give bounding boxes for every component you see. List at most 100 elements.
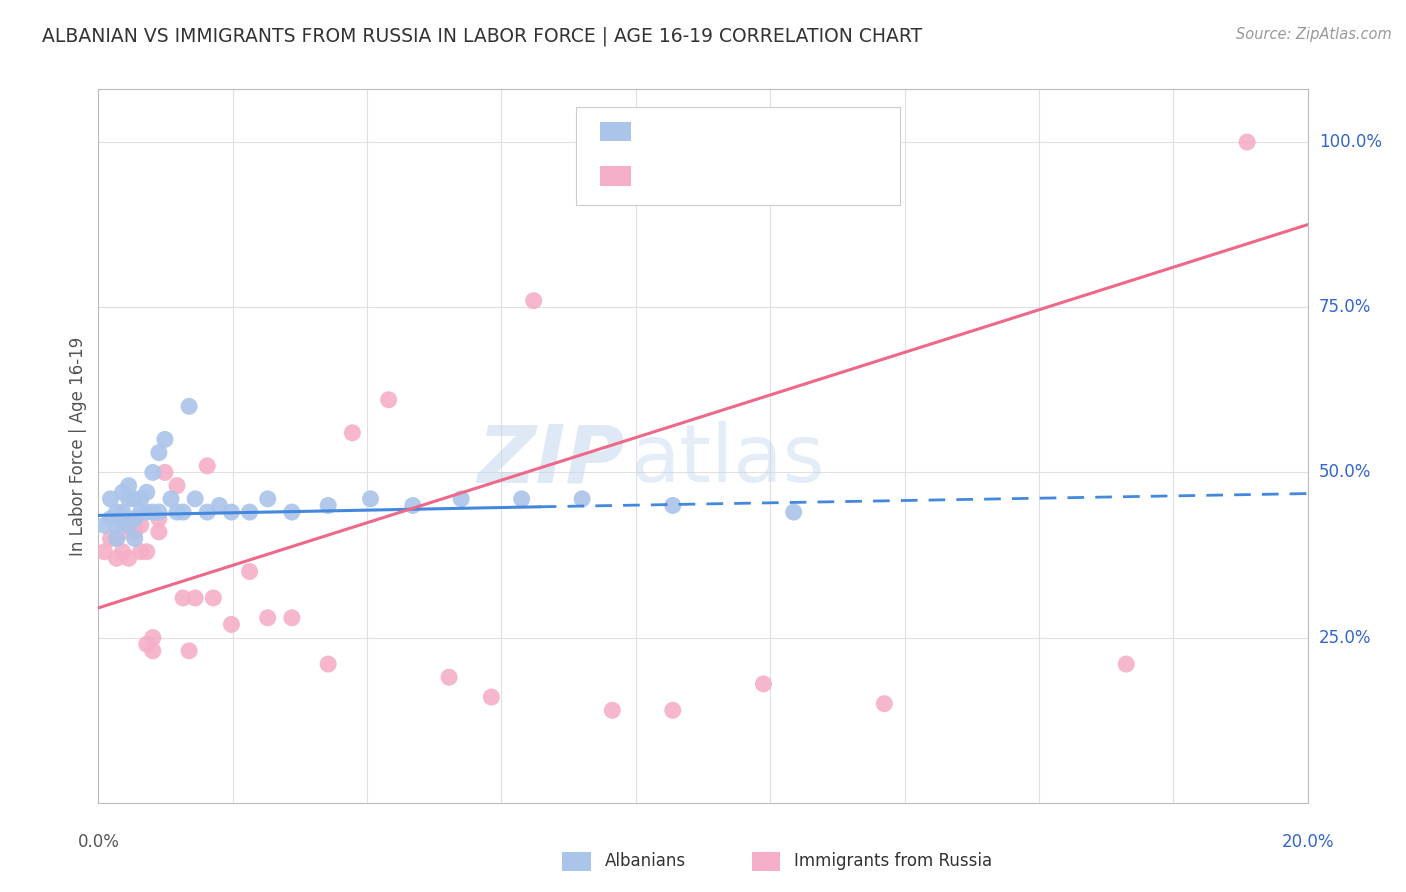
Point — [111, 485, 134, 500]
Text: N = 43: N = 43 — [772, 122, 839, 141]
Point — [177, 400, 201, 414]
Point — [142, 466, 165, 480]
Point — [153, 433, 176, 447]
Point — [752, 677, 775, 691]
Text: ALBANIAN VS IMMIGRANTS FROM RUSSIA IN LABOR FORCE | AGE 16-19 CORRELATION CHART: ALBANIAN VS IMMIGRANTS FROM RUSSIA IN LA… — [42, 27, 922, 46]
Point — [177, 644, 201, 658]
Point — [105, 518, 128, 533]
Point — [124, 518, 146, 533]
Point — [148, 524, 170, 539]
Point — [118, 518, 141, 533]
Text: Source: ZipAtlas.com: Source: ZipAtlas.com — [1236, 27, 1392, 42]
Point — [100, 491, 122, 506]
Point — [221, 505, 243, 519]
Text: 75.0%: 75.0% — [1319, 298, 1371, 317]
Point — [160, 491, 183, 506]
Point — [105, 532, 128, 546]
Point — [523, 293, 546, 308]
Point — [172, 505, 194, 519]
Point — [195, 505, 218, 519]
Point — [93, 518, 115, 533]
Point — [118, 491, 141, 506]
Point — [239, 505, 262, 519]
Point — [135, 637, 157, 651]
Point — [342, 425, 364, 440]
Point — [118, 518, 141, 533]
Point — [153, 466, 176, 480]
Text: Albanians: Albanians — [605, 852, 686, 870]
Point — [166, 505, 188, 519]
Point — [129, 491, 152, 506]
Point — [316, 657, 339, 671]
Point — [129, 505, 152, 519]
Point — [111, 505, 134, 519]
Point — [142, 631, 165, 645]
Point — [111, 511, 134, 525]
Point — [510, 491, 533, 506]
Point — [256, 491, 278, 506]
Point — [571, 491, 593, 506]
Text: R = 0.453: R = 0.453 — [643, 167, 733, 186]
Point — [135, 485, 157, 500]
Point — [1236, 135, 1258, 149]
Point — [481, 690, 503, 704]
Point — [124, 511, 146, 525]
Point — [782, 505, 804, 519]
Point — [281, 505, 304, 519]
Point — [142, 505, 165, 519]
Point — [148, 511, 170, 525]
Point — [1115, 657, 1137, 671]
Point — [221, 617, 243, 632]
Text: 50.0%: 50.0% — [1319, 464, 1371, 482]
Point — [111, 524, 134, 539]
Y-axis label: In Labor Force | Age 16-19: In Labor Force | Age 16-19 — [69, 336, 87, 556]
Point — [100, 532, 122, 546]
Point — [105, 532, 128, 546]
Text: 25.0%: 25.0% — [1319, 629, 1371, 647]
Point — [602, 703, 624, 717]
Point — [184, 491, 207, 506]
Point — [450, 491, 472, 506]
Point — [195, 458, 218, 473]
Text: N = 41: N = 41 — [772, 167, 839, 186]
Point — [124, 524, 146, 539]
Point — [135, 505, 157, 519]
Point — [202, 591, 225, 605]
Point — [208, 499, 231, 513]
Point — [148, 505, 170, 519]
Point — [124, 532, 146, 546]
Point — [124, 491, 146, 506]
Point — [129, 518, 152, 533]
Point — [184, 591, 207, 605]
Point — [873, 697, 896, 711]
Point — [118, 551, 141, 566]
Text: 20.0%: 20.0% — [1281, 833, 1334, 851]
Point — [111, 545, 134, 559]
Text: 100.0%: 100.0% — [1319, 133, 1382, 151]
Point — [129, 545, 152, 559]
Text: R = 0.090: R = 0.090 — [643, 122, 733, 141]
Point — [437, 670, 460, 684]
Point — [172, 591, 194, 605]
Text: Immigrants from Russia: Immigrants from Russia — [794, 852, 993, 870]
Point — [281, 611, 304, 625]
Point — [118, 478, 141, 492]
Point — [105, 551, 128, 566]
Point — [100, 511, 122, 525]
Point — [377, 392, 399, 407]
Point — [661, 499, 683, 513]
Point — [135, 545, 157, 559]
Point — [148, 445, 170, 459]
Point — [93, 545, 115, 559]
Point — [256, 611, 278, 625]
Text: 0.0%: 0.0% — [77, 833, 120, 851]
Point — [105, 505, 128, 519]
Text: ZIP: ZIP — [477, 421, 624, 500]
Point — [316, 499, 339, 513]
Point — [239, 565, 262, 579]
Point — [360, 491, 382, 506]
Point — [142, 644, 165, 658]
Point — [166, 478, 188, 492]
Point — [661, 703, 683, 717]
Point — [402, 499, 425, 513]
